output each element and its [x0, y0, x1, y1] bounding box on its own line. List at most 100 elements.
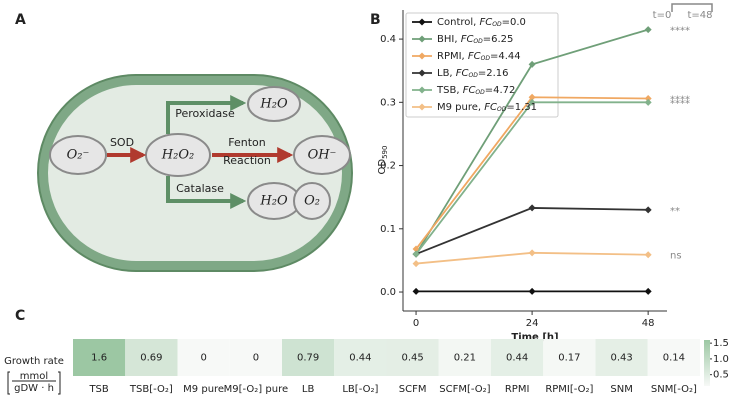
x-tick-label: SCFM	[399, 384, 427, 395]
edge-label: Peroxidase	[175, 107, 235, 120]
bracket	[671, 3, 713, 12]
heatmap-cell	[595, 339, 648, 376]
point	[644, 95, 652, 103]
edge-label: SOD	[110, 136, 134, 149]
cell-label: 0.21	[454, 353, 476, 364]
x-tick-label: M9 pure	[183, 384, 224, 395]
x-tick-label: 48	[642, 318, 655, 329]
y-tick-label: 0.3	[380, 97, 396, 108]
significance: **	[670, 206, 680, 217]
heatmap-cell	[386, 339, 439, 376]
legend-label: Control, FCOD=0.0	[437, 17, 526, 28]
cell-label: 0.44	[506, 353, 528, 364]
point	[528, 60, 536, 68]
point	[644, 206, 652, 214]
panel-label: B	[370, 12, 381, 28]
legend-label: TSB, FCOD=4.72	[436, 85, 515, 96]
node-label: OH⁻	[308, 148, 337, 163]
cell-label: 0.45	[401, 353, 423, 364]
y-tick-label: 0.4	[380, 34, 396, 45]
legend-marker	[418, 35, 426, 43]
point	[412, 287, 420, 295]
significance: ****	[670, 98, 690, 109]
node	[293, 135, 351, 175]
y-axis-label-main: OD	[377, 159, 388, 175]
x-tick-label: LB[-O₂]	[342, 384, 378, 395]
heatmap-cell	[334, 339, 387, 376]
heatmap-cell	[438, 339, 491, 376]
x-tick-label: RPMI	[505, 384, 530, 395]
heatmap-cell	[73, 339, 126, 376]
node-label: O₂⁻	[67, 148, 90, 163]
colorbar-tick-label: 1.5	[713, 338, 729, 349]
panel-label: C	[15, 308, 25, 324]
colorbar-tick-label: 1.0	[713, 354, 729, 365]
point	[528, 287, 536, 295]
diagram: O₂⁻ H₂O₂ H₂O OH⁻ H₂O O₂ SOD Peroxidase F…	[37, 74, 353, 272]
cell-label: 0.17	[558, 353, 580, 364]
bracket	[7, 371, 61, 395]
series-line	[415, 96, 649, 250]
x-tick-label: 24	[526, 318, 539, 329]
cell-label: 0.69	[140, 353, 162, 364]
colorbar-tick-label: 0.5	[713, 370, 729, 381]
x-tick-label: 0	[413, 318, 419, 329]
row-label: Growth rate	[4, 356, 64, 367]
legend-marker	[418, 86, 426, 94]
node-label: H₂O	[259, 97, 288, 112]
annotation: t=0	[653, 10, 672, 21]
unit-numerator: mmol	[20, 371, 48, 382]
legend	[405, 12, 559, 118]
point	[644, 26, 652, 34]
y-axis-label: OD590	[377, 146, 389, 175]
legend-marker	[418, 52, 426, 60]
cell-label: 0	[253, 353, 259, 364]
heatmap-cell	[647, 339, 700, 376]
cell-label: 0	[200, 353, 206, 364]
node	[293, 182, 331, 220]
legend-marker	[418, 69, 426, 77]
heatmap-cell	[177, 339, 230, 376]
unit-denominator: gDW · h	[14, 383, 54, 394]
point	[528, 249, 536, 257]
x-tick-label: SNM	[610, 384, 632, 395]
point	[528, 98, 536, 106]
legend-label: M9 pure, FCOD=1.31	[437, 102, 537, 113]
point	[412, 260, 420, 268]
x-axis-label: Time [h]	[511, 332, 558, 343]
node	[247, 86, 301, 122]
series-line	[415, 101, 649, 255]
cell-label: 0.44	[349, 353, 371, 364]
cell-label: 0.43	[610, 353, 632, 364]
x-tick-label: SCFM[-O₂]	[439, 384, 490, 395]
x-tick-label: M9[-O₂] pure	[224, 384, 288, 395]
x-tick-label: RPMI[-O₂]	[545, 384, 593, 395]
point	[412, 250, 420, 258]
edge-label: Catalase	[176, 182, 224, 195]
cell-label: 0.79	[297, 353, 319, 364]
node	[49, 135, 107, 175]
x-tick-label: TSB[-O₂]	[129, 384, 173, 395]
heatmap-cell	[282, 339, 335, 376]
y-tick-label: 0.0	[380, 287, 396, 298]
significance: ****	[670, 95, 690, 106]
point	[644, 98, 652, 106]
arrow	[166, 176, 247, 209]
annotation: t=48	[687, 10, 712, 21]
node-label: H₂O₂	[161, 148, 194, 163]
legend-label: BHI, FCOD=6.25	[437, 34, 513, 45]
x-tick-label: TSB	[88, 384, 108, 395]
legend-marker	[418, 18, 426, 26]
legend-label: RPMI, FCOD=4.44	[437, 51, 521, 62]
heatmap-cell	[491, 339, 544, 376]
legend-marker	[418, 103, 426, 111]
y-tick-label: 0.1	[380, 224, 396, 235]
point	[528, 93, 536, 101]
x-tick-label: SNM[-O₂]	[651, 384, 697, 395]
x-tick-label: LB	[302, 384, 315, 395]
point	[644, 287, 652, 295]
node-label: O₂	[304, 194, 320, 209]
point	[644, 251, 652, 259]
y-tick-label: 0.2	[380, 161, 396, 172]
